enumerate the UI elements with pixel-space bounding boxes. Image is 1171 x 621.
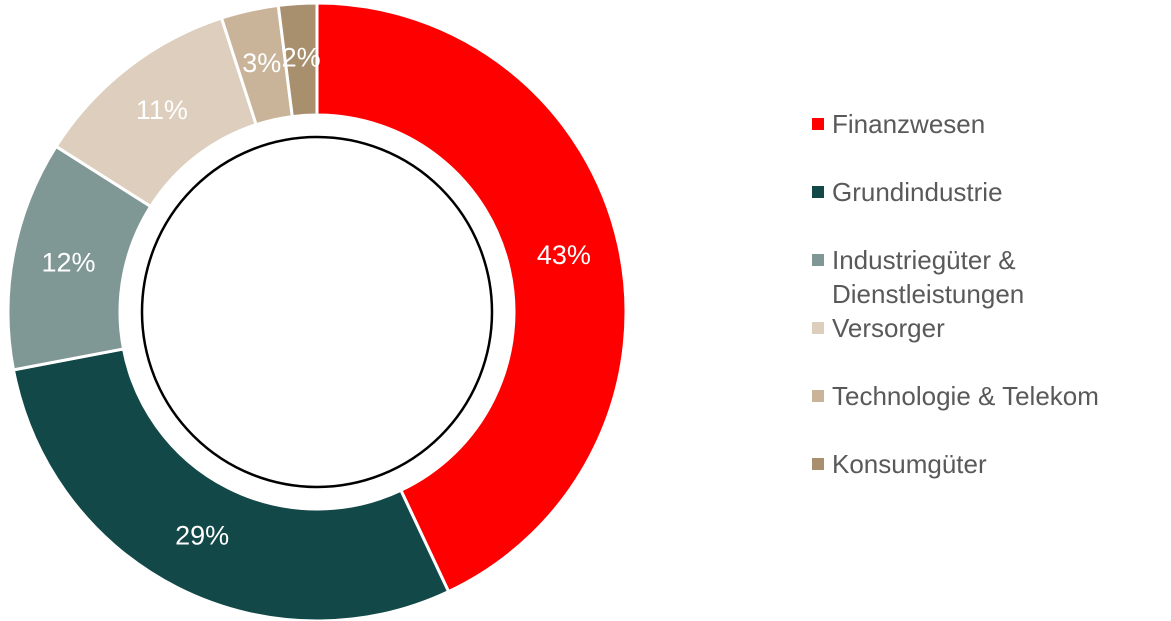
legend-swatch [812, 390, 824, 402]
legend-item: Grundindustrie [812, 175, 1162, 209]
slice [11, 347, 451, 621]
slice-label: 2% [282, 43, 321, 73]
legend-label: Grundindustrie [832, 177, 1003, 207]
legend-swatch [812, 458, 824, 470]
legend-label: Technologie & Telekom [832, 381, 1099, 411]
legend-label: Konsumgüter [832, 449, 987, 479]
slice-label: 12% [41, 248, 95, 278]
slice-label: 11% [136, 95, 188, 125]
legend-swatch [812, 118, 824, 130]
slice-labels: 43% 29% 12% 11% 3% 2% [41, 43, 590, 551]
slice-label: 29% [175, 521, 229, 551]
legend-swatch [812, 254, 824, 266]
legend-item: Technologie & Telekom [812, 379, 1162, 413]
legend-swatch [812, 186, 824, 198]
legend-label: Finanzwesen [832, 109, 986, 139]
center-circle [140, 135, 494, 489]
slice [315, 1, 628, 594]
slice [276, 1, 319, 119]
legend-item: Versorger [812, 311, 1162, 345]
slices [6, 1, 628, 621]
legend-item: Konsumgüter [812, 447, 1162, 481]
legend-label: Versorger [832, 313, 945, 343]
legend-label: Industriegüter & Dienstleistungen [832, 245, 1025, 309]
slice-label: 43% [537, 240, 591, 270]
legend-swatch [812, 322, 824, 334]
slice-label: 3% [242, 48, 281, 78]
legend-item: Finanzwesen [812, 107, 1162, 141]
chart: 43% 29% 12% 11% 3% 2% [6, 1, 628, 621]
legend-item: Industriegüter & Dienstleistungen [812, 243, 1162, 311]
